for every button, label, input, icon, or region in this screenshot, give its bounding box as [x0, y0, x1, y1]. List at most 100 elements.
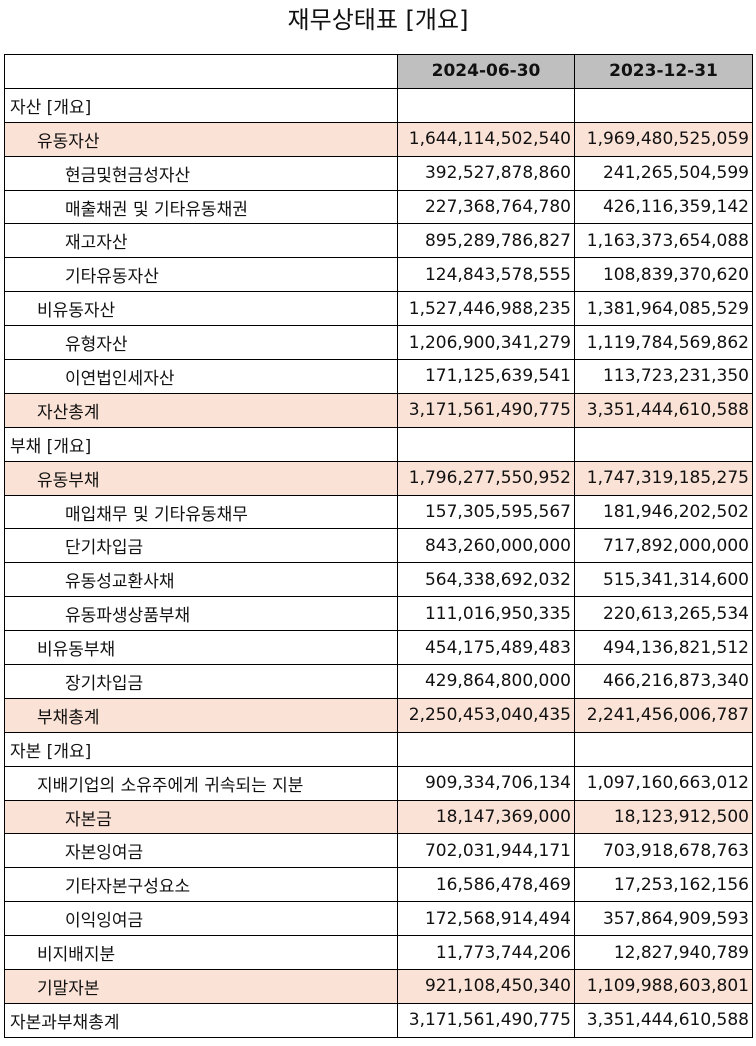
table-row: 유동부채 1,796,277,550,952 1,747,319,185,275 [4, 460, 753, 496]
table-row: 자본과부채총계 3,171,561,490,775 3,351,444,610,58… [4, 1002, 753, 1038]
value-cell-previous: 426,116,359,142 [574, 189, 753, 225]
value-cell-current: 564,338,692,032 [397, 562, 575, 598]
value-cell-previous: 717,892,000,000 [574, 528, 753, 564]
table-row: 부채 [개요] [4, 426, 753, 462]
value-cell-current [397, 87, 575, 123]
row-label: 유형자산 [4, 325, 398, 361]
table-row: 비유동부채 454,175,489,483 494,136,821,512 [4, 630, 753, 666]
value-cell-previous: 12,827,940,789 [574, 935, 753, 971]
value-cell-previous: 113,723,231,350 [574, 359, 753, 394]
table-row: 이연법인세자산 171,125,639,541 113,723,231,350 [4, 359, 753, 394]
column-header-previous: 2023-12-31 [574, 54, 753, 89]
row-label: 자산 [개요] [4, 87, 398, 123]
row-label: 유동성교환사채 [4, 562, 398, 598]
value-cell-current: 1,796,277,550,952 [397, 460, 575, 496]
table-row: 기말자본 921,108,450,340 1,109,988,603,801 [4, 969, 753, 1004]
value-cell-current: 895,289,786,827 [397, 223, 575, 259]
page-title: 재무상태표 [개요] [287, 6, 469, 34]
table-row: 비유동자산 1,527,446,988,235 1,381,964,085,529 [4, 291, 753, 327]
value-cell-current: 429,864,800,000 [397, 664, 575, 699]
table-row: 자산총계 3,171,561,490,775 3,351,444,610,588 [4, 392, 753, 428]
value-cell-previous: 220,613,265,534 [574, 596, 753, 632]
table-row: 매입채무 및 기타유동채무 157,305,595,567 181,946,202,… [4, 494, 753, 530]
value-cell-current: 3,171,561,490,775 [397, 392, 575, 428]
value-cell-current: 1,644,114,502,540 [397, 121, 575, 157]
value-cell-previous: 1,163,373,654,088 [574, 223, 753, 259]
table-row: 기타유동자산 124,843,578,555 108,839,370,620 [4, 257, 753, 293]
table-row: 현금및현금성자산 392,527,878,860 241,265,504,599 [4, 155, 753, 191]
value-cell-previous: 1,109,988,603,801 [574, 969, 753, 1004]
value-cell-current: 171,125,639,541 [397, 359, 575, 394]
value-cell-current: 16,586,478,469 [397, 867, 575, 903]
row-label: 자산총계 [4, 392, 398, 428]
value-cell-current: 157,305,595,567 [397, 494, 575, 530]
value-cell-current: 172,568,914,494 [397, 901, 575, 937]
value-cell-previous: 108,839,370,620 [574, 257, 753, 293]
row-label: 단기차입금 [4, 528, 398, 564]
value-cell-previous: 1,747,319,185,275 [574, 460, 753, 496]
column-header-current: 2024-06-30 [397, 54, 575, 89]
row-label: 자본잉여금 [4, 833, 398, 869]
table-row: 부채총계 2,250,453,040,435 2,241,456,006,787 [4, 697, 753, 733]
value-cell-previous [574, 87, 753, 123]
value-cell-current: 454,175,489,483 [397, 630, 575, 666]
row-label: 비지배지분 [4, 935, 398, 971]
table-row: 자본금 18,147,369,000 18,123,912,500 [4, 799, 753, 835]
row-label: 비유동부채 [4, 630, 398, 666]
value-cell-previous: 357,864,909,593 [574, 901, 753, 937]
value-cell-current: 11,773,744,206 [397, 935, 575, 971]
value-cell-current: 702,031,944,171 [397, 833, 575, 869]
table-row: 유동파생상품부채 111,016,950,335 220,613,265,534 [4, 596, 753, 632]
table-row: 장기차입금 429,864,800,000 466,216,873,340 [4, 664, 753, 699]
value-cell-current [397, 731, 575, 767]
value-cell-current: 3,171,561,490,775 [397, 1002, 575, 1038]
row-label: 재고자산 [4, 223, 398, 259]
row-label: 장기차입금 [4, 664, 398, 699]
header-blank-cell [4, 54, 398, 89]
row-label: 유동자산 [4, 121, 398, 157]
value-cell-current: 909,334,706,134 [397, 765, 575, 801]
value-cell-current: 18,147,369,000 [397, 799, 575, 835]
value-cell-previous: 17,253,162,156 [574, 867, 753, 903]
row-label: 자본 [개요] [4, 731, 398, 767]
table-row: 유동성교환사채 564,338,692,032 515,341,314,600 [4, 562, 753, 598]
value-cell-current: 1,527,446,988,235 [397, 291, 575, 327]
table-row: 자산 [개요] [4, 87, 753, 123]
table-row: 단기차입금 843,260,000,000 717,892,000,000 [4, 528, 753, 564]
table-row: 유동자산 1,644,114,502,540 1,969,480,525,059 [4, 121, 753, 157]
value-cell-current: 227,368,764,780 [397, 189, 575, 225]
value-cell-previous: 3,351,444,610,588 [574, 392, 753, 428]
row-label: 기말자본 [4, 969, 398, 1004]
value-cell-previous: 1,097,160,663,012 [574, 765, 753, 801]
value-cell-current: 111,016,950,335 [397, 596, 575, 632]
balance-sheet-table: 2024-06-30 2023-12-31 자산 [개요] 유동자산 1,644,1… [4, 54, 753, 1038]
value-cell-current [397, 426, 575, 462]
row-label: 자본과부채총계 [4, 1002, 398, 1038]
value-cell-previous: 494,136,821,512 [574, 630, 753, 666]
table-row: 이익잉여금 172,568,914,494 357,864,909,593 [4, 901, 753, 937]
value-cell-previous: 515,341,314,600 [574, 562, 753, 598]
table-row: 비지배지분 11,773,744,206 12,827,940,789 [4, 935, 753, 971]
table-row: 유형자산 1,206,900,341,279 1,119,784,569,862 [4, 325, 753, 361]
value-cell-previous: 466,216,873,340 [574, 664, 753, 699]
table-row: 재고자산 895,289,786,827 1,163,373,654,088 [4, 223, 753, 259]
value-cell-current: 921,108,450,340 [397, 969, 575, 1004]
value-cell-previous: 18,123,912,500 [574, 799, 753, 835]
row-label: 이익잉여금 [4, 901, 398, 937]
row-label: 매출채권 및 기타유동채권 [4, 189, 398, 225]
row-label: 기타유동자산 [4, 257, 398, 293]
row-label: 이연법인세자산 [4, 359, 398, 394]
value-cell-previous: 1,119,784,569,862 [574, 325, 753, 361]
table-row: 지배기업의 소유주에게 귀속되는 지분 909,334,706,134 1,097,… [4, 765, 753, 801]
value-cell-previous: 703,918,678,763 [574, 833, 753, 869]
table-row: 기타자본구성요소 16,586,478,469 17,253,162,156 [4, 867, 753, 903]
table-header-row: 2024-06-30 2023-12-31 [4, 54, 753, 89]
value-cell-current: 392,527,878,860 [397, 155, 575, 191]
value-cell-previous [574, 731, 753, 767]
row-label: 비유동자산 [4, 291, 398, 327]
row-label: 자본금 [4, 799, 398, 835]
row-label: 기타자본구성요소 [4, 867, 398, 903]
row-label: 현금및현금성자산 [4, 155, 398, 191]
table-row: 자본 [개요] [4, 731, 753, 767]
value-cell-previous: 1,381,964,085,529 [574, 291, 753, 327]
